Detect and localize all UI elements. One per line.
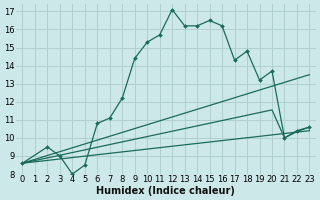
X-axis label: Humidex (Indice chaleur): Humidex (Indice chaleur) — [97, 186, 236, 196]
